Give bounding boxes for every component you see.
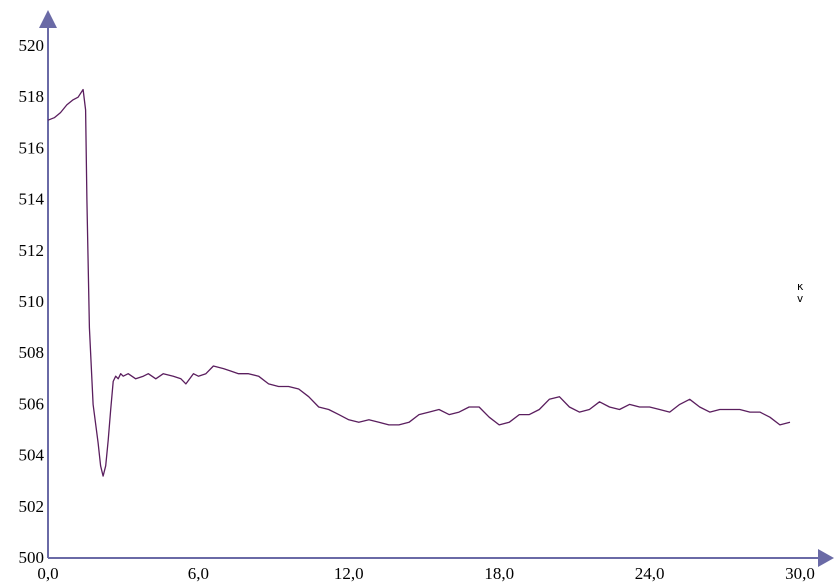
- x-tick-label: 6,0: [188, 564, 209, 583]
- y-tick-label: 516: [19, 138, 45, 157]
- y-axis-arrow: [39, 10, 57, 28]
- series-layer: [47, 88, 791, 477]
- unit-label-line-1: к: [797, 280, 804, 293]
- y-tick-label: 508: [19, 343, 45, 362]
- x-tick-label: 30,0: [785, 564, 815, 583]
- y-tick-label: 518: [19, 87, 45, 106]
- y-tick-label: 506: [19, 394, 45, 413]
- axes: [39, 10, 834, 567]
- x-axis-arrow: [818, 549, 834, 567]
- x-tick-label: 24,0: [635, 564, 665, 583]
- x-tick-label: 0,0: [37, 564, 58, 583]
- y-tick-label: 512: [19, 241, 45, 260]
- x-ticks: 0,0 6,0 12,0 18,0 24,0 30,0: [37, 564, 815, 583]
- series-line-0: [47, 88, 791, 477]
- y-tick-label: 504: [19, 446, 45, 465]
- y-tick-label: 502: [19, 497, 45, 516]
- y-ticks: 500 502 504 506 508 510 512 514 516 518 520: [19, 36, 45, 567]
- unit-label-line-2: v: [797, 292, 804, 305]
- y-tick-label: 520: [19, 36, 45, 55]
- y-tick-label: 510: [19, 292, 45, 311]
- y-tick-label: 514: [19, 190, 45, 209]
- y-tick-label: 500: [19, 548, 45, 567]
- x-tick-label: 18,0: [484, 564, 514, 583]
- x-tick-label: 12,0: [334, 564, 364, 583]
